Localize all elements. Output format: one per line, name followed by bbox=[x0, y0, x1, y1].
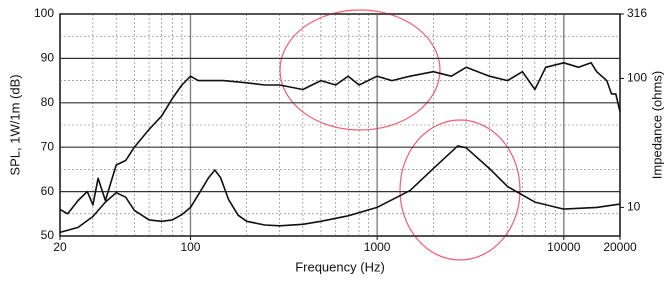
chart: Frequency (Hz) SPL, 1W/1m (dB) Impedance… bbox=[0, 0, 669, 281]
x-tick-label: 10000 bbox=[547, 240, 581, 254]
y2-tick-label: 10 bbox=[627, 200, 641, 214]
x-tick-label: 1000 bbox=[364, 240, 391, 254]
y-tick-label: 100 bbox=[34, 6, 54, 20]
y-tick-label: 60 bbox=[41, 184, 55, 198]
x-tick-label: 100 bbox=[180, 240, 200, 254]
y-tick-label: 70 bbox=[41, 139, 55, 153]
x-tick-label: 20000 bbox=[603, 240, 637, 254]
y-tick-label: 50 bbox=[41, 228, 55, 242]
x-axis-label: Frequency (Hz) bbox=[295, 259, 385, 274]
y-tick-label: 90 bbox=[41, 51, 55, 65]
y2-tick-label: 316 bbox=[627, 6, 647, 20]
y2-axis-label: Impedance (ohms) bbox=[649, 71, 664, 179]
y2-tick-label: 100 bbox=[627, 71, 647, 85]
y-axis-label: SPL, 1W/1m (dB) bbox=[7, 74, 22, 175]
x-tick-label: 20 bbox=[53, 240, 67, 254]
series-line bbox=[60, 146, 620, 233]
y-tick-label: 80 bbox=[41, 95, 55, 109]
